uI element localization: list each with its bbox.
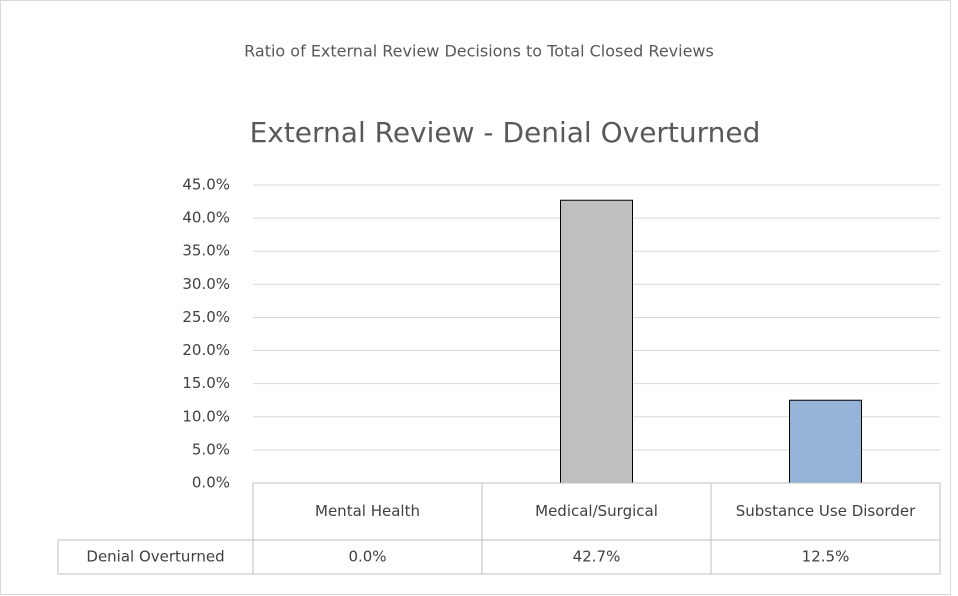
y-tick-label: 35.0% (182, 242, 230, 260)
data-label: 12.5% (802, 548, 850, 566)
x-tick-label: Mental Health (315, 502, 420, 520)
chart-subtitle: Ratio of External Review Decisions to To… (244, 42, 714, 61)
y-tick-label: 20.0% (182, 341, 230, 359)
data-label: 42.7% (573, 548, 621, 566)
chart-title: External Review - Denial Overturned (250, 116, 761, 149)
table-cell (710, 539, 941, 575)
y-tick-label: 30.0% (182, 275, 230, 293)
y-tick-label: 10.0% (182, 407, 230, 425)
y-tick-label: 45.0% (182, 176, 230, 194)
x-tick-label: Medical/Surgical (535, 502, 658, 520)
y-tick-label: 5.0% (192, 440, 230, 458)
y-tick-label: 25.0% (182, 308, 230, 326)
bar (560, 199, 633, 484)
legend-label: Denial Overturned (86, 548, 224, 566)
x-tick-label: Substance Use Disorder (736, 502, 916, 520)
y-tick-label: 0.0% (192, 474, 230, 492)
bar (789, 399, 862, 484)
data-label: 0.0% (348, 548, 386, 566)
y-tick-label: 15.0% (182, 374, 230, 392)
y-tick-label: 40.0% (182, 209, 230, 227)
